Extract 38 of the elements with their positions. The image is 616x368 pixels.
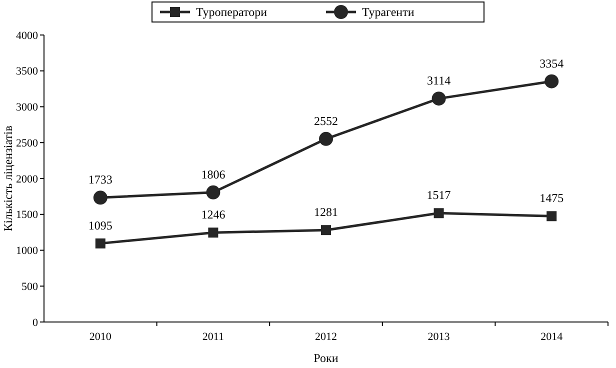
data-label: 1281 bbox=[314, 205, 338, 220]
y-tick-label: 3000 bbox=[16, 102, 38, 114]
x-tick-label: 2012 bbox=[315, 331, 337, 343]
point bbox=[208, 228, 218, 238]
legend-label: Туроператори bbox=[196, 5, 268, 20]
y-tick-label: 1000 bbox=[16, 245, 38, 258]
point bbox=[544, 74, 559, 88]
data-label: 1733 bbox=[88, 172, 112, 187]
data-label: 3354 bbox=[540, 56, 564, 70]
y-tick-label: 500 bbox=[22, 280, 38, 293]
data-label: 1246 bbox=[201, 208, 226, 222]
point bbox=[93, 190, 108, 205]
point bbox=[432, 92, 446, 106]
x-tick-label: 2013 bbox=[428, 331, 450, 343]
x-tick-label: 2011 bbox=[202, 331, 224, 343]
y-tick-label: 2000 bbox=[16, 173, 38, 186]
data-label: 1806 bbox=[201, 167, 226, 182]
y-tick-label: 1500 bbox=[16, 209, 38, 222]
data-label: 1475 bbox=[540, 191, 564, 206]
y-axis-title: Кількість ліцензіатів bbox=[1, 125, 15, 232]
data-label: 2552 bbox=[314, 114, 338, 128]
y-tick-label: 4000 bbox=[16, 30, 38, 42]
data-label: 1517 bbox=[426, 188, 451, 202]
x-tick-label: 2014 bbox=[540, 331, 564, 343]
data-label: 1095 bbox=[88, 218, 112, 232]
y-tick-label: 3500 bbox=[16, 66, 38, 78]
point bbox=[546, 211, 557, 222]
point bbox=[95, 238, 106, 248]
point bbox=[321, 225, 331, 236]
y-tick-label: 2500 bbox=[16, 137, 38, 150]
point bbox=[206, 185, 220, 200]
y-tick-label: 0 bbox=[32, 316, 38, 329]
point bbox=[434, 208, 444, 218]
x-axis-title: Роки bbox=[314, 351, 339, 365]
data-label: 3114 bbox=[427, 74, 451, 88]
x-tick-label: 2010 bbox=[89, 331, 112, 343]
legend-label: Турагенти bbox=[362, 5, 415, 20]
point bbox=[319, 132, 333, 146]
